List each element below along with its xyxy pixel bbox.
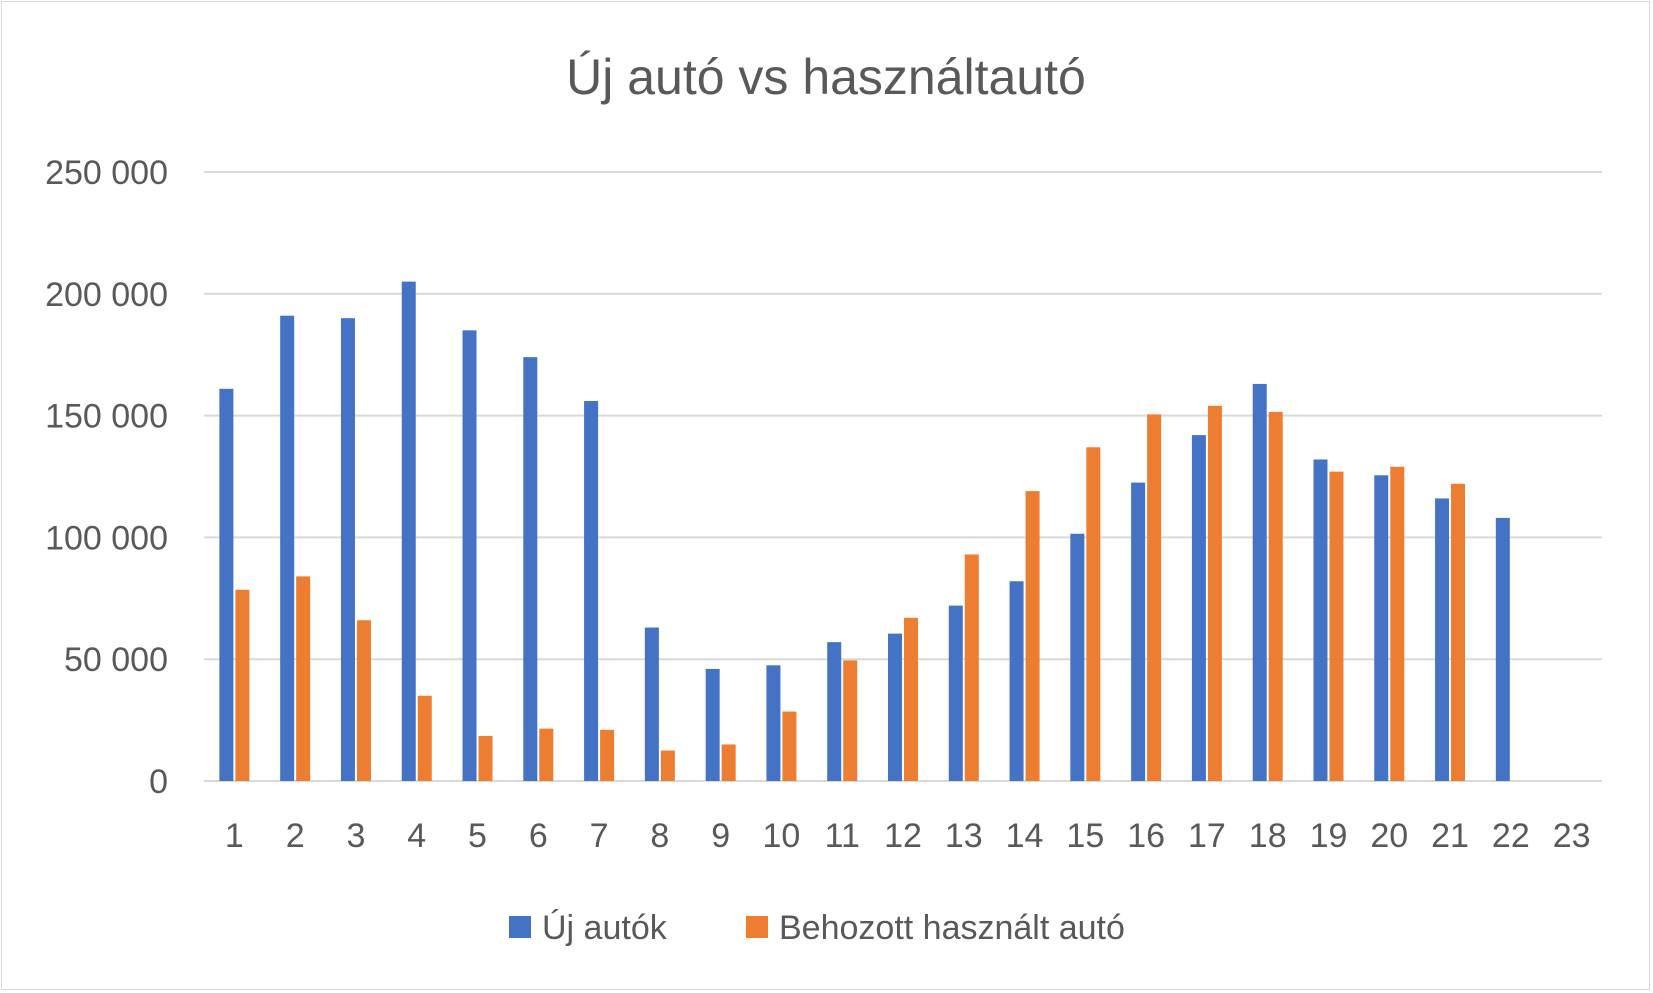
y-tick-label: 100 000 <box>45 519 168 557</box>
x-tick-label: 12 <box>884 817 922 855</box>
x-tick-label: 1 <box>225 817 244 855</box>
x-tick-label: 11 <box>825 817 860 855</box>
bar-uj-autok-8 <box>644 627 659 781</box>
bar-uj-autok-12 <box>888 633 902 781</box>
y-tick-label: 50 000 <box>64 641 168 679</box>
bar-uj-autok-15 <box>1070 533 1085 781</box>
bar-uj-autok-3 <box>340 318 355 781</box>
x-tick-label: 4 <box>407 817 426 855</box>
bar-behozott-hasznalt-6 <box>539 728 554 781</box>
x-tick-label: 9 <box>711 817 730 855</box>
bar-uj-autok-16 <box>1131 482 1146 781</box>
x-tick-label: 6 <box>529 817 548 855</box>
bar-behozott-hasznalt-18 <box>1268 411 1283 781</box>
bar-uj-autok-1 <box>219 388 234 781</box>
bar-behozott-hasznalt-2 <box>296 576 311 781</box>
x-tick-label: 17 <box>1188 817 1226 855</box>
y-tick-label: 200 000 <box>45 276 168 314</box>
bar-behozott-hasznalt-12 <box>904 617 918 781</box>
x-tick-label: 20 <box>1370 817 1408 855</box>
bar-uj-autok-13 <box>948 605 963 781</box>
bar-uj-autok-10 <box>766 665 781 781</box>
bar-behozott-hasznalt-4 <box>417 695 432 781</box>
bar-uj-autok-9 <box>705 668 720 781</box>
bar-behozott-hasznalt-16 <box>1147 414 1162 781</box>
bar-uj-autok-18 <box>1252 383 1267 781</box>
legend-swatch <box>509 916 531 938</box>
x-tick-label: 13 <box>945 817 983 855</box>
x-tick-label: 18 <box>1249 817 1287 855</box>
legend-label: Behozott használt autó <box>779 909 1125 947</box>
x-tick-label: 5 <box>468 817 487 855</box>
bar-behozott-hasznalt-20 <box>1390 466 1405 781</box>
x-tick-label: 15 <box>1066 817 1104 855</box>
bar-behozott-hasznalt-7 <box>600 729 615 781</box>
legend-swatch <box>746 916 768 938</box>
bar-behozott-hasznalt-3 <box>356 620 371 781</box>
bar-behozott-hasznalt-21 <box>1451 483 1466 781</box>
bar-uj-autok-11 <box>827 642 842 781</box>
x-tick-label: 21 <box>1431 817 1469 855</box>
x-tick-label: 3 <box>346 817 365 855</box>
bar-uj-autok-20 <box>1374 475 1389 781</box>
bars <box>219 281 1510 781</box>
bar-behozott-hasznalt-19 <box>1329 471 1344 781</box>
bar-behozott-hasznalt-5 <box>478 735 493 781</box>
bar-behozott-hasznalt-9 <box>721 744 736 781</box>
x-tick-label: 19 <box>1310 817 1348 855</box>
bar-behozott-hasznalt-13 <box>964 554 979 781</box>
x-tick-label: 14 <box>1006 817 1044 855</box>
gridlines <box>204 171 1602 782</box>
bar-uj-autok-19 <box>1313 459 1328 781</box>
y-tick-label: 0 <box>149 763 168 801</box>
x-tick-label: 16 <box>1127 817 1165 855</box>
bar-uj-autok-22 <box>1495 517 1510 781</box>
x-tick-label: 2 <box>286 817 305 855</box>
bar-uj-autok-6 <box>523 357 538 781</box>
bar-uj-autok-4 <box>401 281 416 781</box>
bar-uj-autok-21 <box>1435 498 1450 781</box>
bar-uj-autok-14 <box>1009 581 1024 781</box>
x-axis-ticks: 1 2 3 4 5 6 7 8 9 10 11 12 13 14 15 16 17 18 19 20 21 22 23 <box>225 817 1591 855</box>
bar-uj-autok-17 <box>1191 435 1206 781</box>
y-tick-label: 150 000 <box>45 398 168 436</box>
chart-title: Új autó vs használtautó <box>566 49 1086 105</box>
bar-behozott-hasznalt-11 <box>843 660 858 781</box>
bar-behozott-hasznalt-8 <box>660 750 675 781</box>
y-axis-ticks: 0 50 000 100 000 150 000 200 000 250 000 <box>45 154 168 801</box>
x-tick-label: 7 <box>590 817 609 855</box>
bar-behozott-hasznalt-15 <box>1086 447 1101 781</box>
bar-behozott-hasznalt-10 <box>782 711 797 781</box>
bar-behozott-hasznalt-14 <box>1025 491 1040 781</box>
x-tick-label: 23 <box>1553 817 1591 855</box>
bar-behozott-hasznalt-1 <box>235 589 250 781</box>
bar-uj-autok-7 <box>584 400 599 781</box>
legend: Új autók Behozott használt autó <box>509 909 1125 947</box>
bar-behozott-hasznalt-17 <box>1207 405 1222 781</box>
x-tick-label: 8 <box>650 817 669 855</box>
bar-uj-autok-2 <box>280 315 295 781</box>
y-tick-label: 250 000 <box>45 154 168 192</box>
x-tick-label: 22 <box>1492 817 1530 855</box>
x-tick-label: 10 <box>763 817 801 855</box>
legend-label: Új autók <box>542 909 668 947</box>
bar-uj-autok-5 <box>462 330 477 781</box>
